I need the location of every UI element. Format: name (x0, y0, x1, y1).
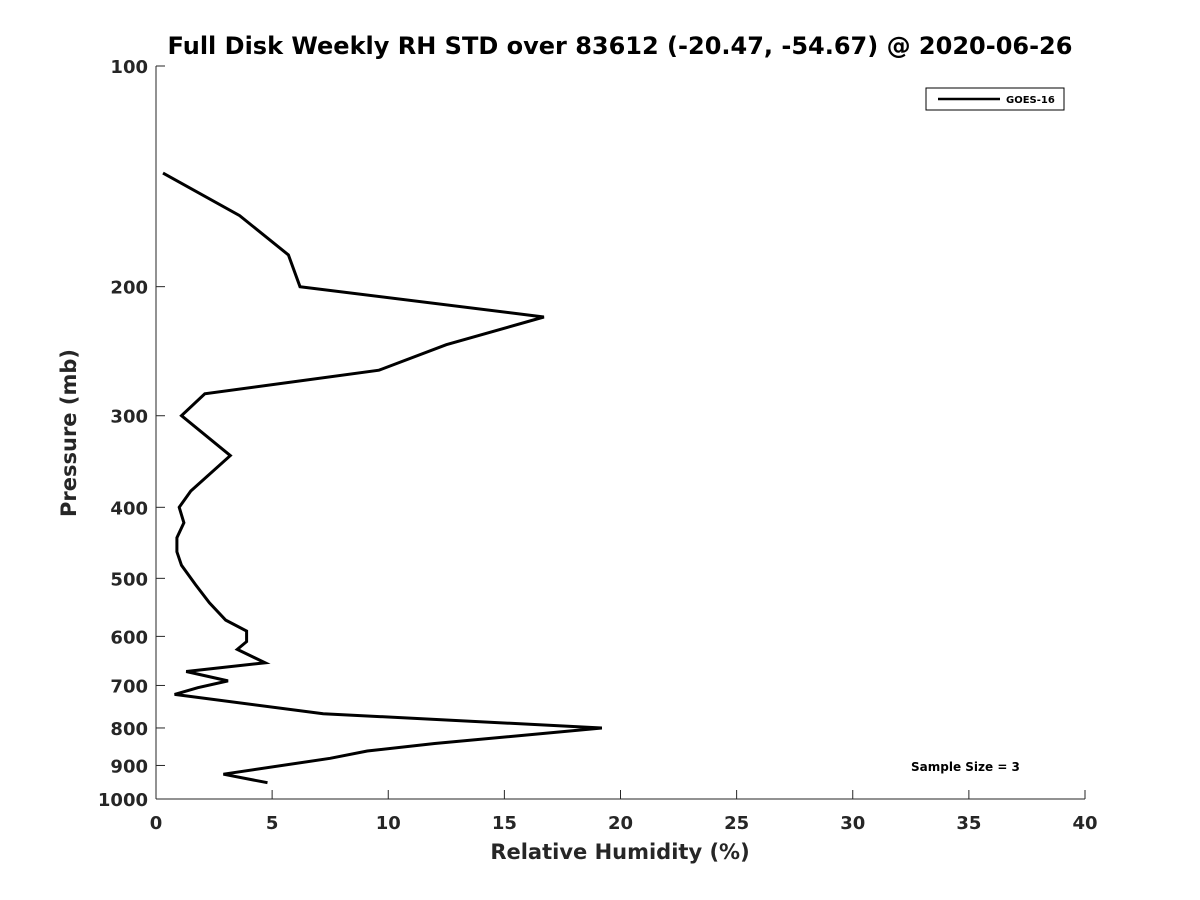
y-tick-label: 500 (110, 569, 148, 590)
x-tick-label: 10 (376, 813, 401, 834)
y-tick-label: 1000 (98, 790, 148, 811)
y-tick-label: 800 (110, 719, 148, 740)
x-tick-label: 30 (840, 813, 865, 834)
axes: 0 5 10 15 20 25 30 35 40 100 200 300 400 500 600 700 800… (98, 57, 1098, 834)
y-tick-label: 100 (110, 57, 148, 78)
legend: GOES-16 (925, 87, 1065, 111)
sample-size-annotation: Sample Size = 3 (911, 760, 1020, 774)
legend-label-goes-16: GOES-16 (1006, 95, 1055, 106)
y-tick-label: 600 (110, 627, 148, 648)
x-tick-label: 40 (1072, 813, 1097, 834)
x-axis-label: Relative Humidity (%) (490, 840, 749, 864)
y-axis-label: Pressure (mb) (57, 349, 81, 517)
y-tick-label: 200 (110, 278, 148, 299)
y-tick-label: 400 (110, 498, 148, 519)
y-tick-label: 700 (110, 676, 148, 697)
series-line-goes-16 (162, 171, 603, 785)
x-tick-label: 25 (724, 813, 749, 834)
chart-title: Full Disk Weekly RH STD over 83612 (-20.… (168, 32, 1073, 60)
y-tick-label: 300 (110, 407, 148, 428)
x-tick-label: 15 (492, 813, 517, 834)
x-tick-label: 5 (266, 813, 279, 834)
series-layer (162, 171, 603, 785)
x-tick-label: 0 (150, 813, 163, 834)
x-tick-label: 35 (956, 813, 981, 834)
x-tick-label: 20 (608, 813, 633, 834)
y-tick-label: 900 (110, 756, 148, 777)
